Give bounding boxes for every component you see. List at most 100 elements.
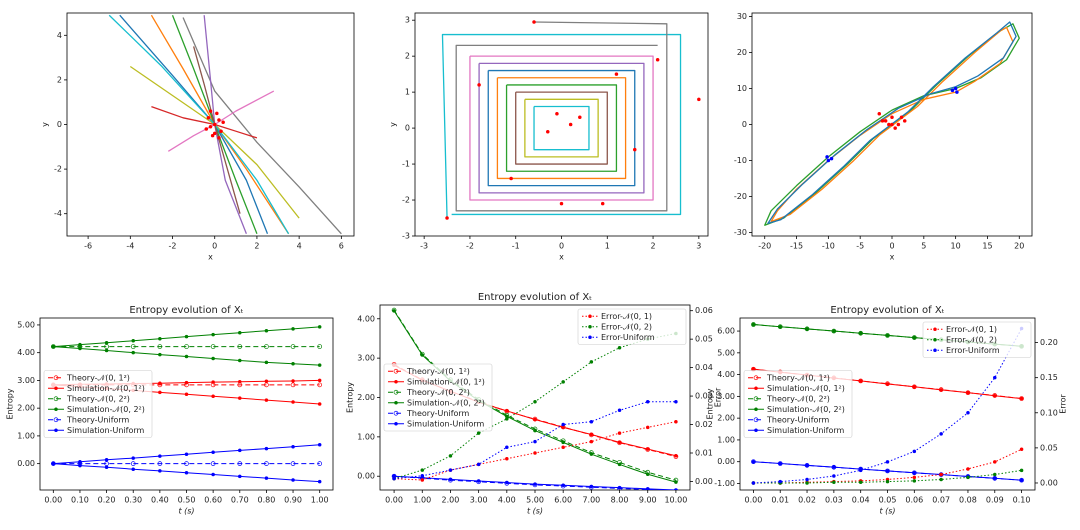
data-point <box>317 344 323 349</box>
data-point <box>420 468 425 472</box>
data-point <box>420 474 425 478</box>
data-point <box>674 400 678 404</box>
data-point <box>317 402 322 406</box>
data-point <box>645 425 650 430</box>
data-point <box>215 111 219 116</box>
data-point <box>210 344 216 349</box>
y-tick-label: -3 <box>402 232 410 241</box>
y-tick-label: 0.00 <box>717 457 735 466</box>
y2-tick-label: 0.02 <box>695 420 713 429</box>
legend-box <box>743 370 853 438</box>
data-point <box>885 469 890 473</box>
legend-label: Error-𝒩(0, 1) <box>601 312 652 321</box>
data-point <box>533 451 537 455</box>
data-point <box>533 428 537 433</box>
data-point <box>184 461 189 466</box>
data-point <box>184 354 189 359</box>
data-point <box>210 461 216 466</box>
series-line <box>524 98 599 158</box>
data-point <box>505 456 509 461</box>
data-point <box>858 331 863 335</box>
data-point <box>617 408 622 413</box>
y-tick-label: 3 <box>405 16 410 25</box>
legend-marker <box>53 396 59 402</box>
chart-title: Entropy evolution of Xₜ <box>830 305 944 316</box>
data-point <box>448 454 453 458</box>
data-point <box>858 379 863 383</box>
legend-label: Simulation-Uniform <box>67 426 145 435</box>
data-point <box>674 419 678 424</box>
data-point <box>476 431 481 435</box>
data-point <box>291 327 295 331</box>
data-point <box>158 390 162 395</box>
data-point <box>559 201 564 206</box>
series-line <box>515 91 608 165</box>
data-point <box>317 461 323 466</box>
y-tick-label: 0 <box>742 120 747 129</box>
data-point <box>448 477 453 482</box>
x-tick-label: 4.00 <box>498 496 516 505</box>
data-point <box>445 216 449 220</box>
data-point <box>212 131 217 136</box>
data-point <box>950 88 955 93</box>
data-point <box>966 390 970 395</box>
legend-label: Simulation-𝒩(0, 1²) <box>67 384 145 393</box>
x-tick-label: 3 <box>696 242 701 251</box>
data-point <box>217 118 221 122</box>
x-tick-label: 2 <box>651 242 656 251</box>
y-tick-label: 3.00 <box>357 354 375 363</box>
data-point <box>555 111 559 116</box>
subplot: -6 -4 -2 0 2 4 6 -4 -2 0 2 4 x y <box>41 12 355 262</box>
data-point <box>157 344 163 349</box>
data-point <box>805 481 809 485</box>
data-point <box>291 362 295 366</box>
x-tick-label: 0.06 <box>905 496 923 505</box>
data-point <box>890 122 894 127</box>
x-tick-label: -2 <box>466 242 474 251</box>
data-point <box>420 353 425 357</box>
data-point <box>561 422 565 427</box>
data-point <box>993 393 997 398</box>
legend-marker <box>53 375 59 381</box>
data-point <box>533 482 537 486</box>
data-point <box>885 479 890 484</box>
subplot: -3 -2 -1 0 1 2 3 -3 -2 -1 0 1 2 3 x y <box>389 12 709 262</box>
data-point <box>317 378 322 383</box>
legend-label: Simulation-𝒩(0, 2²) <box>407 398 485 407</box>
data-point <box>104 344 109 349</box>
y2-tick-label: 0.05 <box>1040 443 1058 452</box>
x-tick-label: 8.00 <box>611 496 629 505</box>
x-tick-label: 20 <box>1014 242 1024 251</box>
chart-title: Entropy evolution of Xₜ <box>478 292 592 303</box>
data-point <box>912 479 917 483</box>
data-point <box>264 461 269 466</box>
data-point <box>939 388 943 392</box>
data-point <box>832 474 836 478</box>
data-point <box>448 468 453 472</box>
y-tick-label: -30 <box>734 228 747 237</box>
legend-marker <box>753 417 759 423</box>
y-tick-label: 2.00 <box>357 393 375 402</box>
data-point <box>131 467 135 471</box>
data-point <box>805 477 809 482</box>
data-point <box>912 471 917 475</box>
x-tick-label: 0 <box>889 242 894 251</box>
data-point <box>617 462 622 467</box>
legend-marker <box>588 335 592 340</box>
data-point <box>632 147 637 152</box>
data-point <box>291 478 295 482</box>
data-point <box>966 411 970 415</box>
series-line <box>764 23 1020 226</box>
y-tick-label: 4 <box>57 31 62 40</box>
data-point <box>291 400 295 404</box>
x-tick-label: 2 <box>254 242 259 251</box>
x-tick-label: 0.20 <box>98 496 116 505</box>
data-point <box>158 352 162 357</box>
chart-title: Entropy evolution of Xₜ <box>129 305 243 316</box>
y-tick-label: 3.00 <box>717 392 735 401</box>
data-point <box>157 461 163 466</box>
data-point <box>966 467 970 471</box>
data-point <box>561 425 565 430</box>
data-point <box>264 360 269 365</box>
data-point <box>264 398 269 402</box>
